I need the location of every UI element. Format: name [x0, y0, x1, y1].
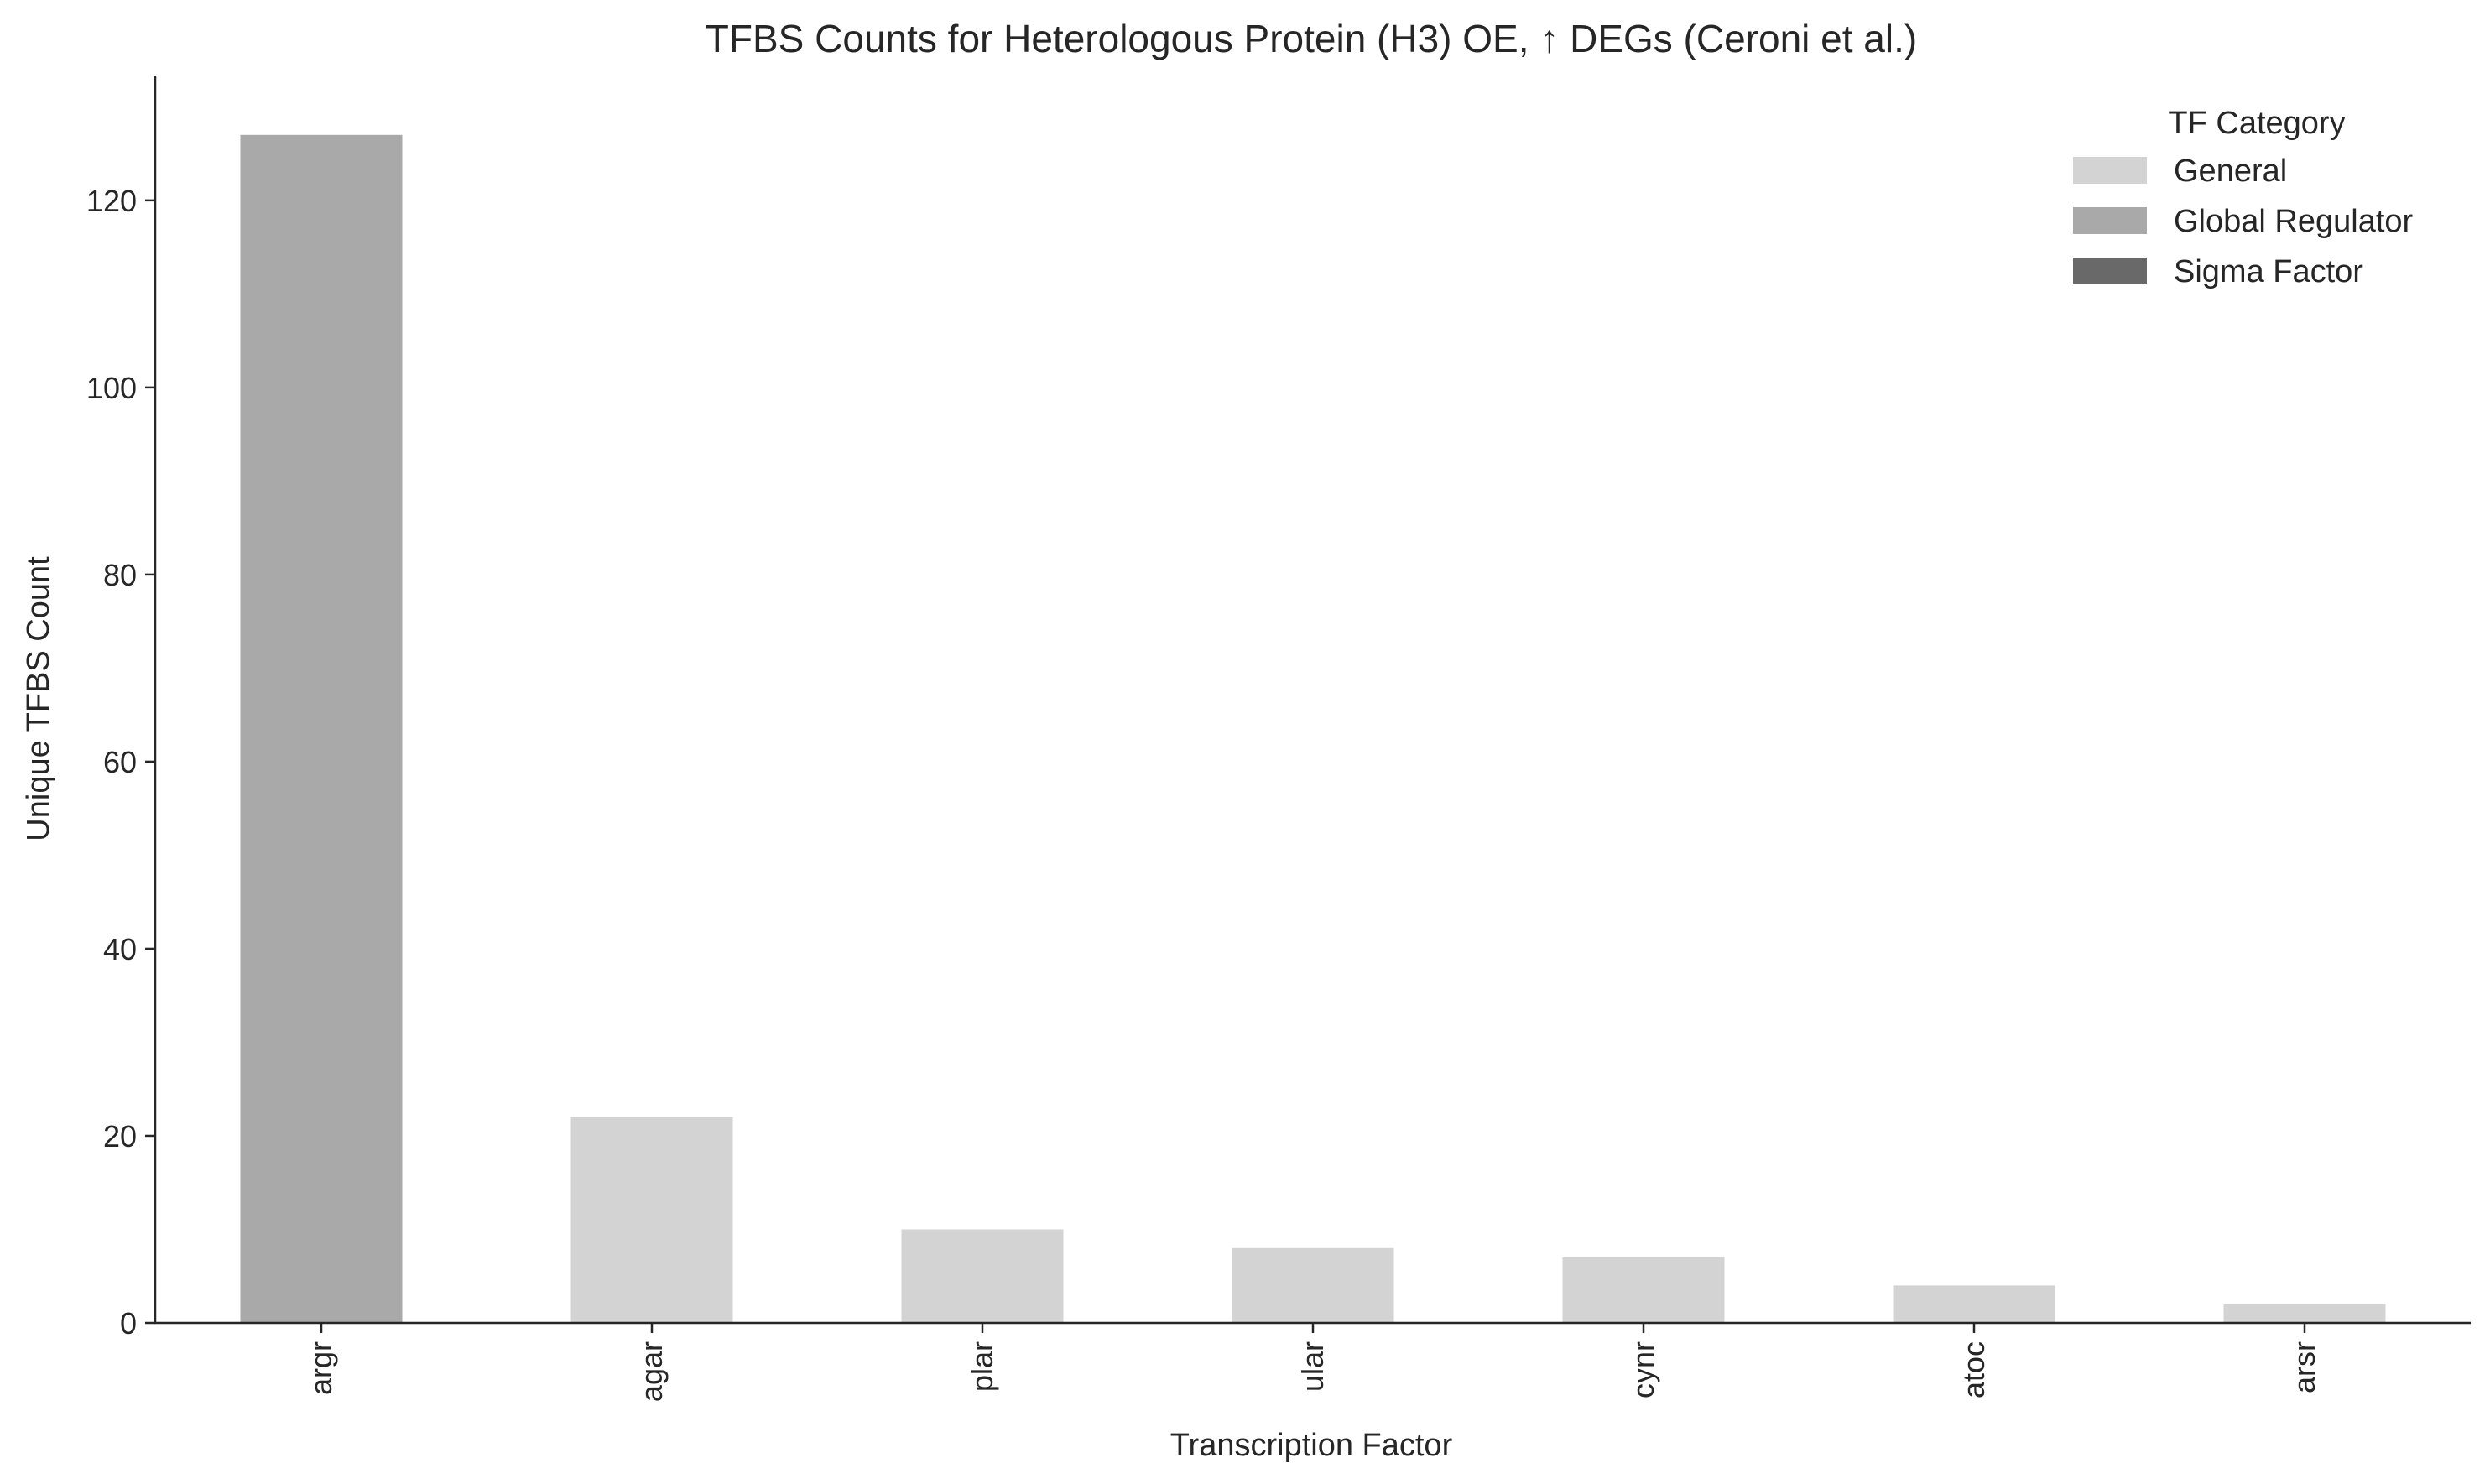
bar-argr: [240, 134, 403, 1323]
legend-swatch: [2073, 258, 2147, 284]
x-axis-label: Transcription Factor: [1170, 1428, 1453, 1463]
x-tick-label: plar: [965, 1341, 999, 1392]
legend-label: General: [2174, 154, 2287, 189]
legend-label: Sigma Factor: [2174, 254, 2363, 289]
x-tick-label: agar: [634, 1341, 669, 1402]
y-tick-label: 80: [103, 558, 137, 592]
legend-swatch: [2073, 157, 2147, 184]
legend-title: TF Category: [2168, 106, 2345, 141]
y-tick-label: 40: [103, 932, 137, 966]
x-tick-label: cynr: [1626, 1341, 1660, 1398]
x-tick-label: ular: [1295, 1341, 1330, 1392]
legend: TF Category General Global Regulator Sigma…: [2073, 106, 2414, 289]
bar-cynr: [1562, 1257, 1725, 1323]
y-tick-label: 60: [103, 745, 137, 779]
x-tick-label: argr: [304, 1341, 338, 1395]
bar-plar: [901, 1229, 1064, 1323]
y-axis-label: Unique TFBS Count: [21, 556, 56, 841]
bar-atoc: [1893, 1285, 2055, 1323]
y-axis: 0 20 40 60 80 100 120: [86, 184, 155, 1341]
x-tick-label: atoc: [1956, 1341, 1991, 1398]
bar-ular: [1232, 1247, 1394, 1323]
x-tick-label: arsr: [2287, 1341, 2321, 1393]
x-axis: argr agar plar ular cynr atoc arsr: [304, 1323, 2321, 1402]
y-tick-label: 120: [86, 184, 137, 218]
bar-arsr: [2223, 1304, 2386, 1323]
y-tick-label: 100: [86, 371, 137, 405]
y-tick-label: 20: [103, 1119, 137, 1153]
legend-label: Global Regulator: [2174, 204, 2414, 239]
bar-agar: [570, 1117, 733, 1323]
chart-title: TFBS Counts for Heterologous Protein (H3…: [706, 17, 1917, 60]
legend-swatch: [2073, 207, 2147, 234]
y-tick-label: 0: [120, 1306, 137, 1341]
bars: [240, 134, 2386, 1323]
